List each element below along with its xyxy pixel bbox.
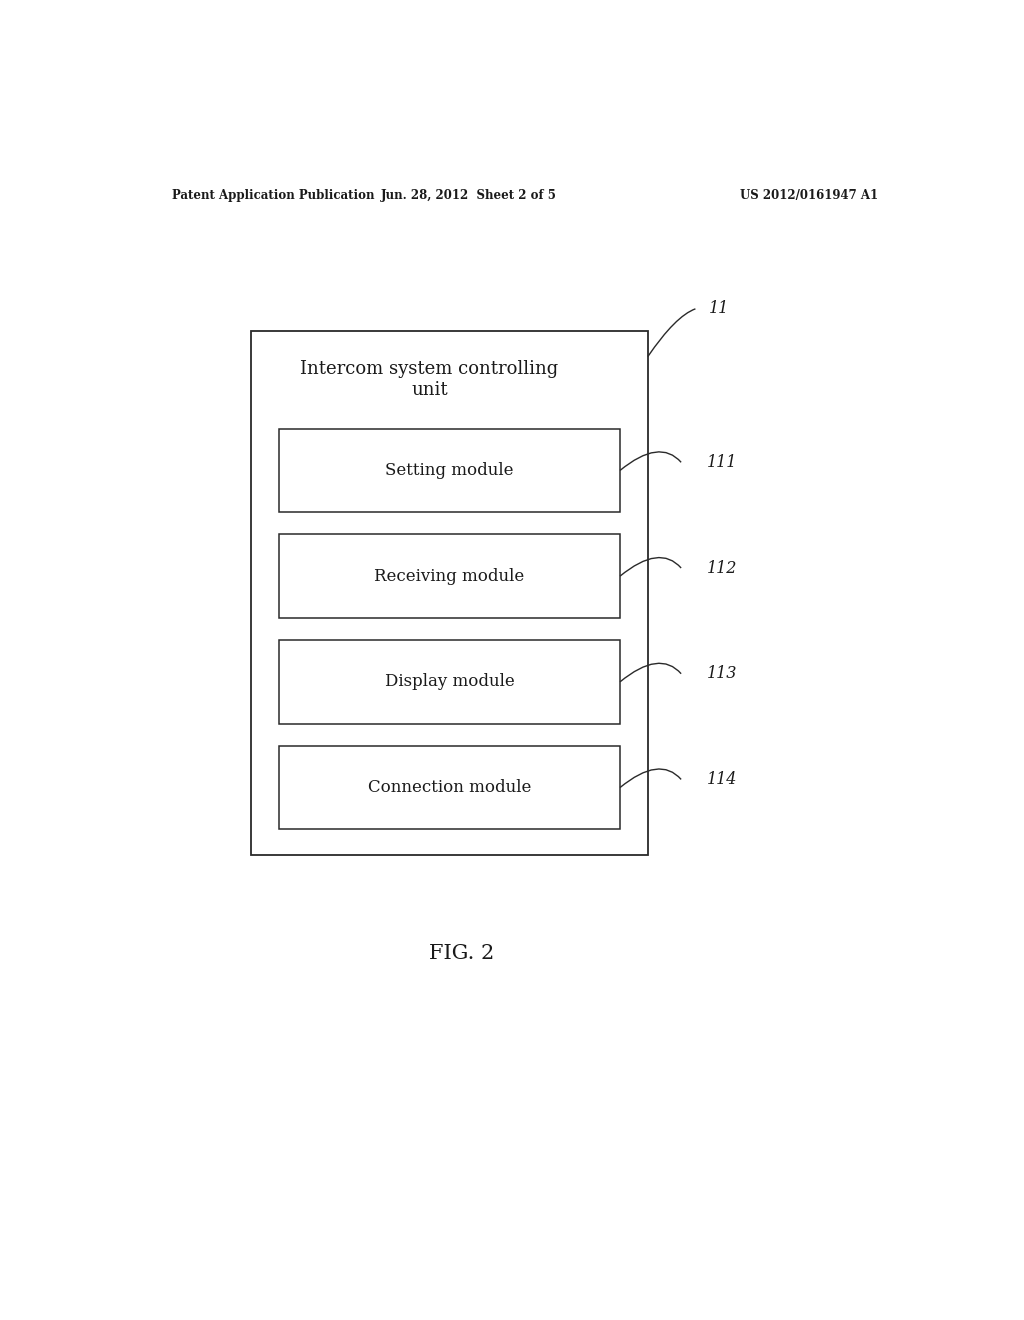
Text: US 2012/0161947 A1: US 2012/0161947 A1 bbox=[739, 189, 878, 202]
Text: Display module: Display module bbox=[385, 673, 514, 690]
Text: Connection module: Connection module bbox=[368, 779, 531, 796]
Bar bbox=[279, 535, 620, 618]
Text: 114: 114 bbox=[708, 771, 737, 788]
Text: 111: 111 bbox=[708, 454, 737, 471]
Text: 11: 11 bbox=[709, 301, 729, 317]
Bar bbox=[251, 331, 648, 854]
Text: Receiving module: Receiving module bbox=[375, 568, 524, 585]
Text: Intercom system controlling
unit: Intercom system controlling unit bbox=[300, 360, 559, 399]
Bar bbox=[279, 640, 620, 723]
Text: Setting module: Setting module bbox=[385, 462, 514, 479]
Bar bbox=[279, 429, 620, 512]
Bar bbox=[279, 746, 620, 829]
Text: 113: 113 bbox=[708, 665, 737, 682]
Text: 112: 112 bbox=[708, 560, 737, 577]
Text: FIG. 2: FIG. 2 bbox=[429, 944, 494, 962]
Text: Patent Application Publication: Patent Application Publication bbox=[172, 189, 374, 202]
Text: Jun. 28, 2012  Sheet 2 of 5: Jun. 28, 2012 Sheet 2 of 5 bbox=[381, 189, 557, 202]
